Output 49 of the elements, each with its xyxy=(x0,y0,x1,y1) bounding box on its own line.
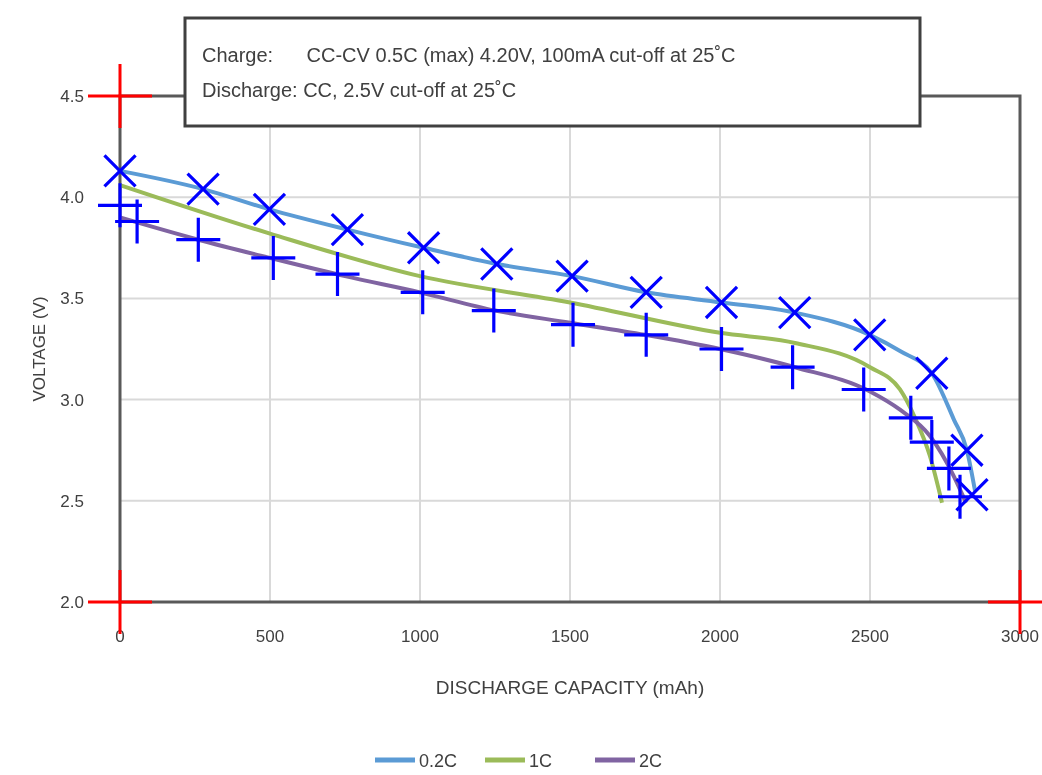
point xyxy=(471,288,516,333)
y-tick-label: 4.0 xyxy=(60,188,84,208)
point xyxy=(888,395,933,440)
point xyxy=(909,420,954,465)
y-tick-label: 4.5 xyxy=(60,87,84,106)
point xyxy=(186,172,220,206)
point xyxy=(480,247,514,281)
point xyxy=(950,433,984,467)
x-tick-label: 2000 xyxy=(701,627,739,646)
legend-label: 1C xyxy=(529,751,553,771)
point xyxy=(770,345,815,390)
point xyxy=(251,235,296,280)
point xyxy=(330,212,365,247)
y-tick-label: 2.5 xyxy=(60,491,84,511)
point xyxy=(629,275,663,310)
point xyxy=(915,356,949,390)
x-axis-title: DISCHARGE CAPACITY (mAh) xyxy=(435,677,705,698)
point xyxy=(853,318,887,352)
point xyxy=(115,199,160,244)
x-tick-label: 500 xyxy=(255,627,285,646)
point xyxy=(926,446,971,491)
point xyxy=(624,312,669,357)
text: Charge: CC-CV 0.5C (max) 4.20V, 100mA cut-off at 25˚C xyxy=(202,44,736,66)
x-tick-label: 1000 xyxy=(401,627,439,646)
point xyxy=(778,295,812,330)
y-axis-title: VOLTAGE (V) xyxy=(30,296,49,402)
annotation: Discharge: CC, 2.5V cut-off at 25˚C xyxy=(202,79,517,101)
point xyxy=(176,217,221,262)
x-tick-label: 0 xyxy=(115,627,125,646)
point xyxy=(252,192,287,227)
point xyxy=(315,252,360,297)
point xyxy=(699,327,744,371)
point xyxy=(938,474,982,519)
x-tick-label: 1500 xyxy=(551,627,589,646)
point xyxy=(704,285,739,320)
point xyxy=(103,154,137,188)
y-tick-label: 2.0 xyxy=(60,593,84,612)
point xyxy=(841,367,886,412)
legend-label: 2C xyxy=(639,751,663,771)
point xyxy=(406,231,441,265)
point xyxy=(98,183,142,228)
point xyxy=(551,302,595,347)
y-tick-label: 3.0 xyxy=(60,390,84,410)
y-tick-label: 3.5 xyxy=(60,289,84,309)
legend-label: 0.2C xyxy=(419,751,458,771)
x-tick-label: 2500 xyxy=(851,627,889,646)
point xyxy=(555,259,589,293)
x-tick-label: 3000 xyxy=(1001,627,1039,646)
point xyxy=(400,270,445,315)
